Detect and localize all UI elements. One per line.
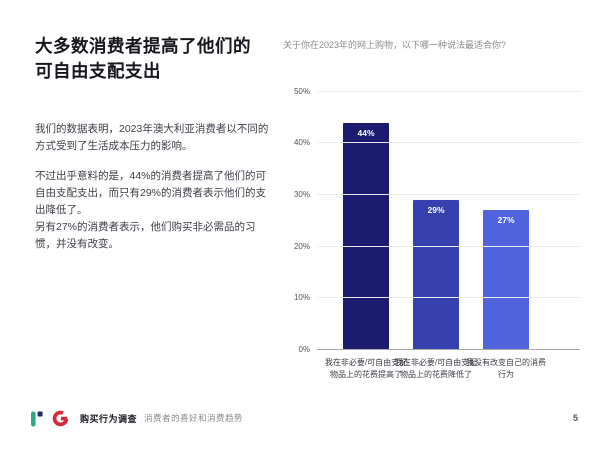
gridline [317, 297, 580, 299]
y-axis-tick: 30% [293, 190, 310, 199]
bar: 44% [343, 122, 389, 350]
brand-r-logo-icon [30, 409, 43, 427]
bar-chart: 44% 29% 27% 0% 10% 20% 30% 40% 50% 我在非必要/可自由支配物… [283, 87, 580, 381]
x-axis-label: 我在非必要/可自由支配物品上的花费降低了 [394, 357, 478, 379]
text-column: 大多数消费者提高了他们的 可自由支配支出 我们的数据表明，2023年澳大利亚消费… [35, 34, 275, 253]
y-axis-tick: 40% [293, 138, 310, 148]
bar-column: 27% [471, 92, 541, 350]
chart-plot: 44% 29% 27% 0% 10% 20% 30% 40% 50% [294, 87, 580, 353]
footer: 购买行为调查 消费者的喜好和消费趋势 5 [30, 404, 578, 432]
footer-brand-title: 购买行为调查 [80, 413, 138, 424]
footer-brand-subtitle: 消费者的喜好和消费趋势 [144, 413, 244, 423]
bar-value-label: 44% [357, 127, 375, 138]
bar-column: 29% [401, 92, 471, 350]
paragraph: 不过出乎意料的是，44%的消费者提高了他们的可自由支配支出，而只有29%的消费者… [35, 169, 267, 216]
paragraph: 我们的数据表明，2023年澳大利亚消费者以不同的方式受到了生活成本压力的影响。 [35, 122, 269, 152]
y-axis-tick: 10% [293, 293, 310, 303]
gridline [317, 194, 580, 195]
bars: 44% 29% 27% [331, 92, 541, 350]
gridline [317, 142, 580, 144]
bar-value-label: 29% [427, 205, 445, 216]
gridline [317, 348, 580, 350]
gridline [317, 90, 580, 92]
gridline [317, 245, 580, 247]
chart-column: 关于你在2023年的网上购物，以下哪一种说法最适合你? 44% 29% 27% 0%… [283, 40, 580, 381]
x-axis-label: 我没有改变自己的消费行为 [466, 357, 546, 379]
bar: 29% [413, 200, 459, 350]
body-text: 我们的数据表明，2023年澳大利亚消费者以不同的方式受到了生活成本压力的影响。 … [35, 121, 275, 253]
y-axis-tick: 0% [298, 344, 310, 354]
bar-column: 44% [331, 92, 401, 350]
brand-g-logo-icon [52, 409, 69, 428]
xlabels: 我在非必要/可自由支配物品上的花费提高了 我在非必要/可自由支配物品上的花费降低了… [324, 357, 580, 381]
x-axis-label: 我在非必要/可自由支配物品上的花费提高了 [324, 357, 408, 379]
page-number: 5 [572, 413, 578, 423]
page-title-line2: 可自由支配支出 [35, 61, 161, 82]
y-axis-tick: 20% [293, 241, 310, 251]
bar: 27% [483, 210, 529, 350]
page-title: 大多数消费者提高了他们的 可自由支配支出 [35, 34, 275, 85]
y-axis-tick: 50% [293, 86, 310, 96]
paragraph: 另有27%的消费者表示，他们购买非必需品的习惯，并没有改变。 [35, 220, 256, 250]
bar-value-label: 27% [497, 215, 515, 226]
chart-question: 关于你在2023年的网上购物，以下哪一种说法最适合你? [283, 40, 507, 50]
page-title-line1: 大多数消费者提高了他们的 [35, 36, 251, 56]
